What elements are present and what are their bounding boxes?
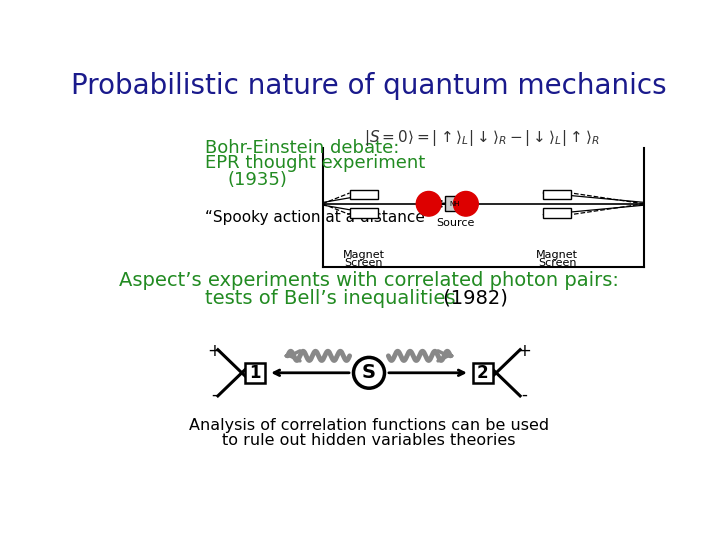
Bar <box>350 190 377 199</box>
Text: NH: NH <box>450 201 460 207</box>
Text: -: - <box>521 386 527 403</box>
Text: S: S <box>362 363 376 382</box>
Text: (1935): (1935) <box>228 171 288 190</box>
Text: to rule out hidden variables theories: to rule out hidden variables theories <box>222 433 516 448</box>
Circle shape <box>454 192 478 216</box>
Text: tests of Bell’s inequalities: tests of Bell’s inequalities <box>205 288 456 308</box>
Text: Screen: Screen <box>538 258 577 268</box>
Bar <box>544 208 571 218</box>
Text: Aspect’s experiments with correlated photon pairs:: Aspect’s experiments with correlated pho… <box>119 271 619 290</box>
Text: 1: 1 <box>249 364 261 382</box>
Circle shape <box>416 192 441 216</box>
Bar <box>445 196 465 212</box>
Text: Source: Source <box>436 218 474 228</box>
Text: Magnet: Magnet <box>536 250 578 260</box>
Text: -: - <box>211 386 217 403</box>
Text: Screen: Screen <box>344 258 383 268</box>
Text: +: + <box>207 342 221 360</box>
Text: (1982): (1982) <box>437 288 508 308</box>
Text: “Spooky action at a distance”: “Spooky action at a distance” <box>204 210 433 225</box>
Text: $|S=0\rangle = |\uparrow\rangle_L|\downarrow\rangle_R - |\downarrow\rangle_L|\up: $|S=0\rangle = |\uparrow\rangle_L|\downa… <box>364 128 599 148</box>
Text: Bohr-Einstein debate:: Bohr-Einstein debate: <box>204 139 399 157</box>
Text: 2: 2 <box>477 364 489 382</box>
Text: Magnet: Magnet <box>343 250 384 260</box>
Bar <box>245 363 265 383</box>
Text: +: + <box>517 342 531 360</box>
Text: Probabilistic nature of quantum mechanics: Probabilistic nature of quantum mechanic… <box>71 72 667 100</box>
Circle shape <box>354 357 384 388</box>
Text: EPR thought experiment: EPR thought experiment <box>204 154 425 172</box>
Bar <box>350 208 377 218</box>
Text: Analysis of correlation functions can be used: Analysis of correlation functions can be… <box>189 417 549 433</box>
Bar <box>473 363 493 383</box>
Bar <box>544 190 571 199</box>
